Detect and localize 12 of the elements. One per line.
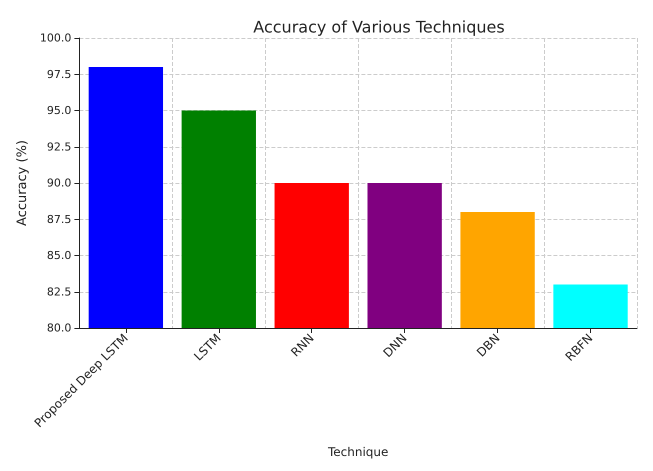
y-tick-label: 85.0 xyxy=(46,249,72,262)
y-tick-label: 97.5 xyxy=(46,68,72,81)
y-tick-label: 87.5 xyxy=(46,212,72,226)
y-tick-label: 90.0 xyxy=(46,176,72,190)
y-tick-label: 82.5 xyxy=(46,285,72,298)
x-axis-title: Technique xyxy=(326,445,388,459)
y-tick-label: 80.0 xyxy=(46,322,72,334)
y-tick-label: 100.0 xyxy=(40,32,72,44)
y-tick-label: 92.5 xyxy=(46,140,72,154)
y-axis-title: Accuracy (%) xyxy=(15,140,30,226)
chart-title: Accuracy of Various Techniques xyxy=(253,18,505,36)
y-tick-label: 95.0 xyxy=(46,104,72,117)
